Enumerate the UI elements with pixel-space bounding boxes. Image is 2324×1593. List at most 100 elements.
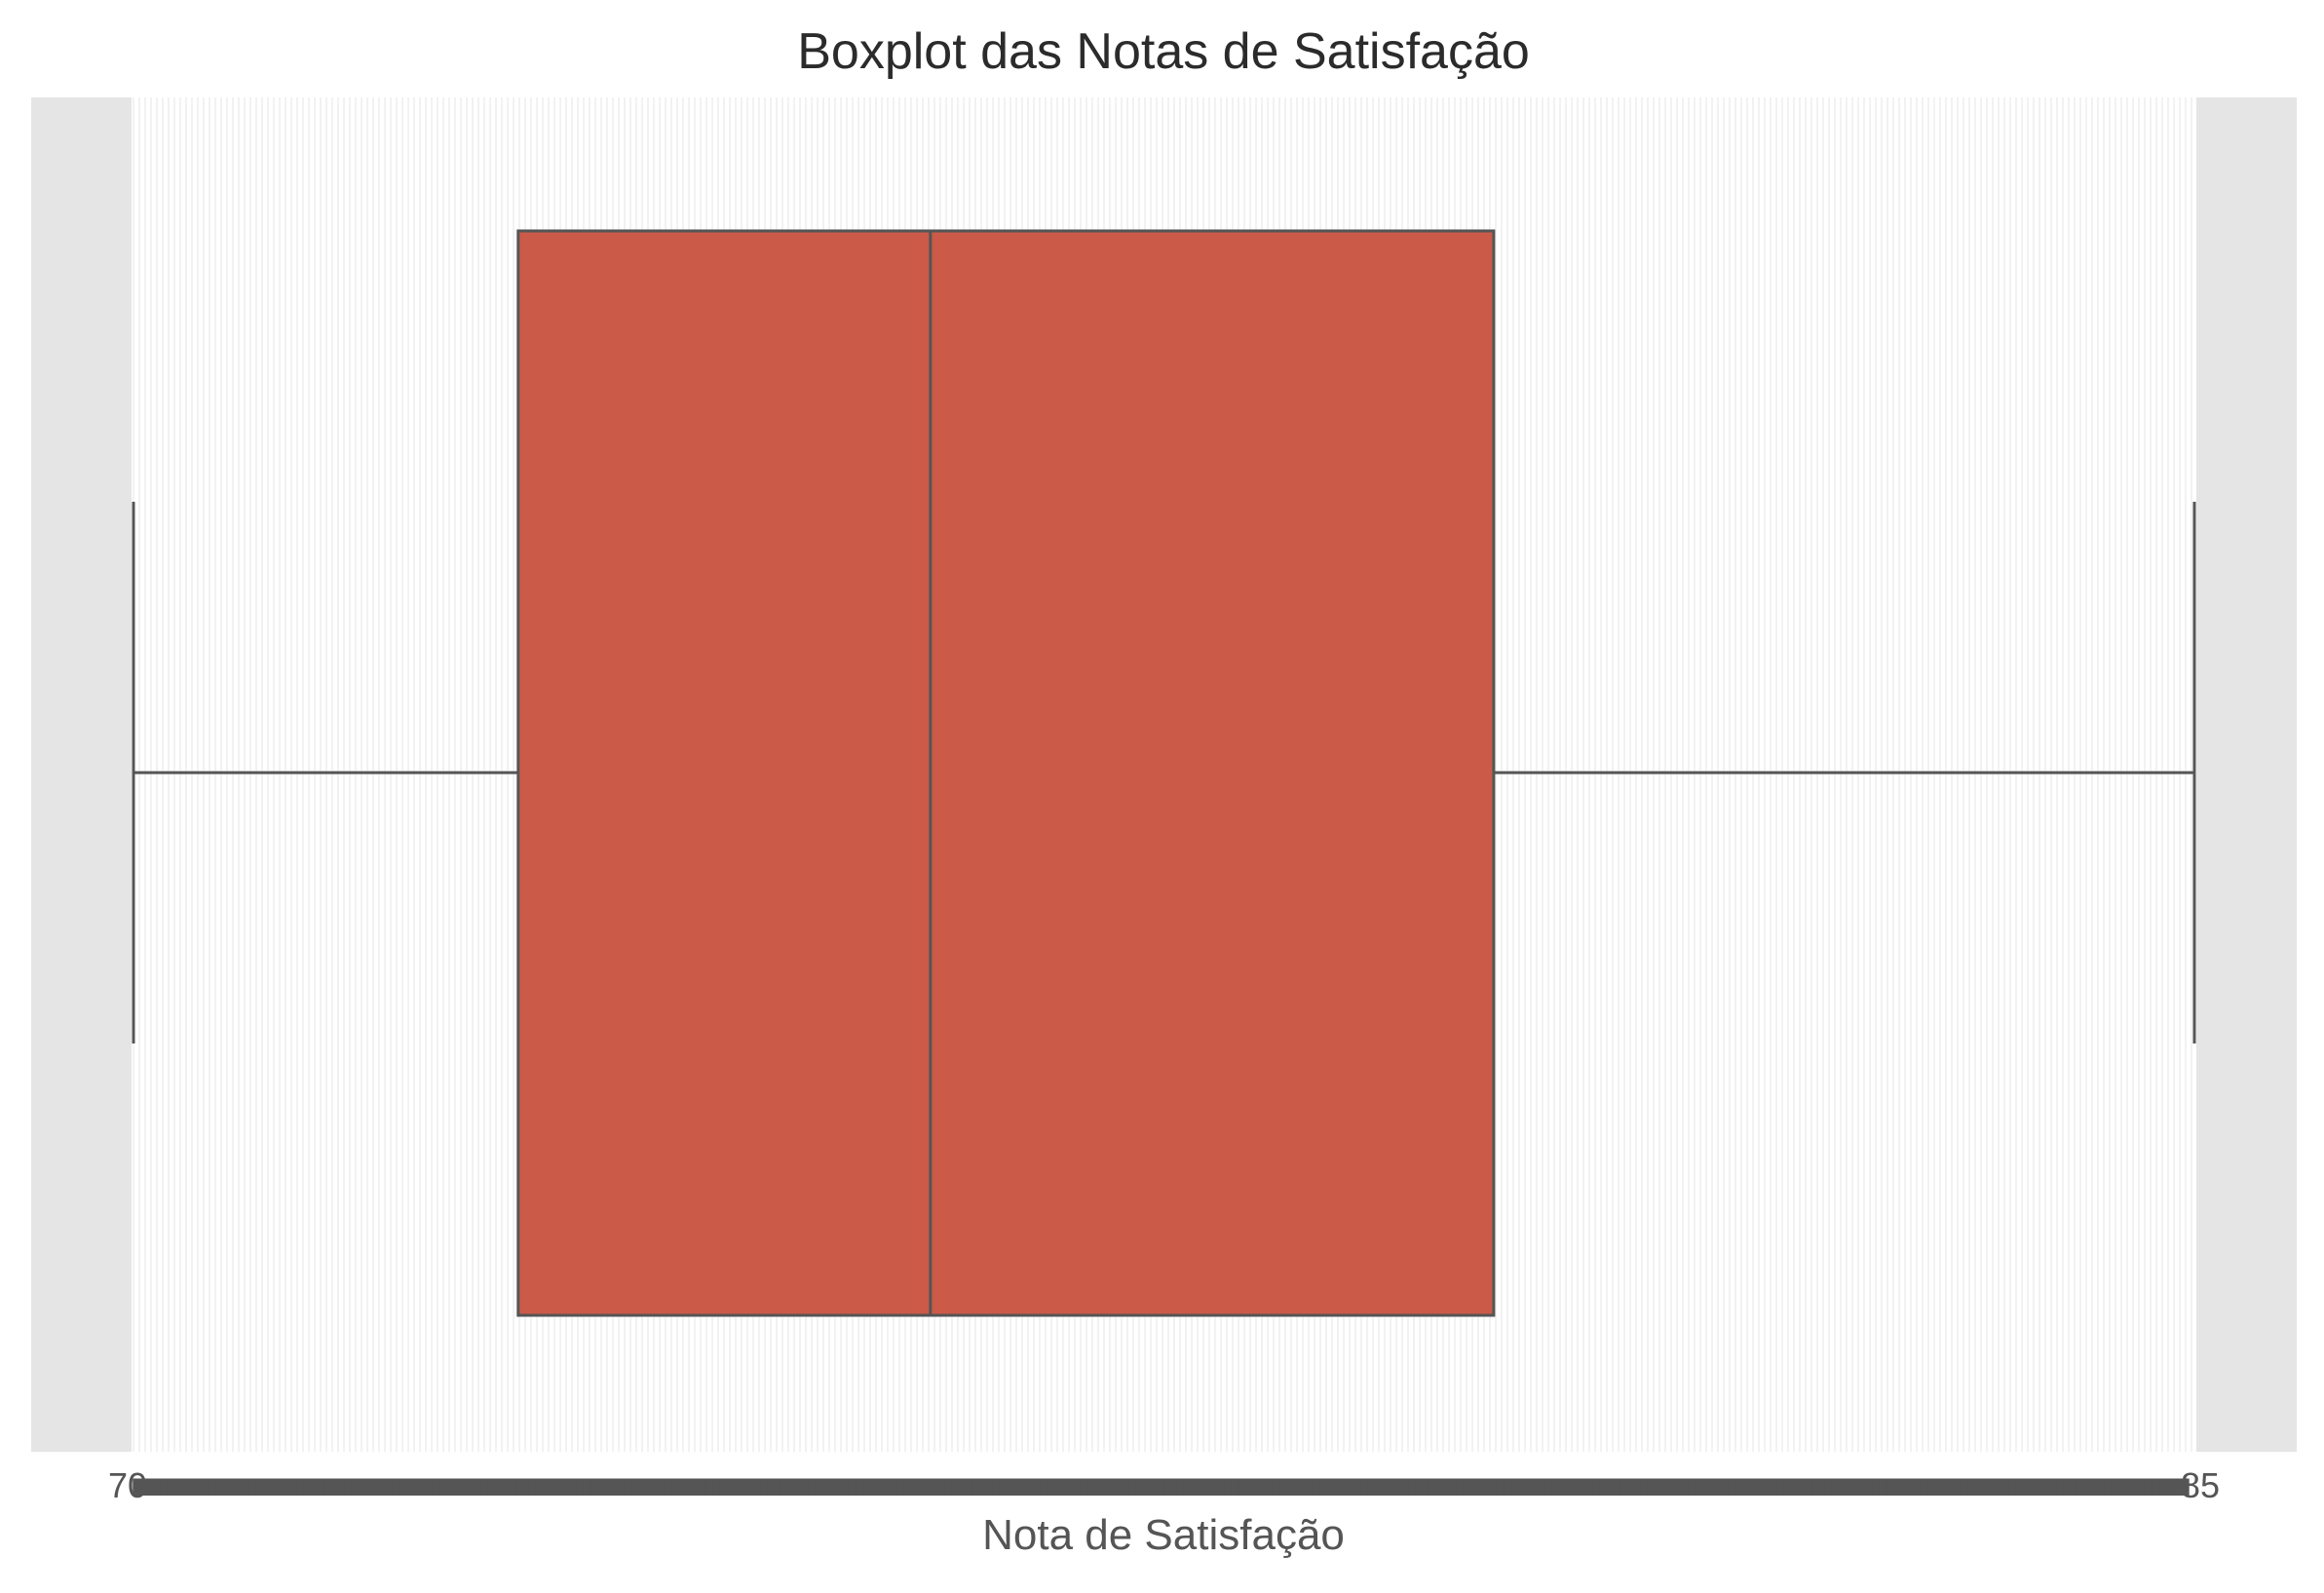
x-tick-label-overlap: ■	[1713, 1465, 1734, 1505]
x-tick-label-overlap: ■	[1208, 1465, 1230, 1505]
x-tick-label-overlap: ■	[1433, 1465, 1455, 1505]
x-tick-label-overlap: ■	[438, 1465, 459, 1505]
x-tick-label-overlap: ■	[833, 1465, 855, 1505]
x-tick-label-overlap: ■	[1038, 1465, 1059, 1505]
x-tick-label-overlap: ■	[1856, 1465, 1878, 1505]
x-tick-label-overlap: ■	[1631, 1465, 1653, 1505]
x-tick-label-overlap: ■	[383, 1465, 404, 1505]
x-tick-label-overlap: ■	[308, 1465, 329, 1505]
x-tick-label-overlap: ■	[874, 1465, 895, 1505]
x-tick-label-overlap: ■	[1897, 1465, 1919, 1505]
x-tick-label-overlap: ■	[1447, 1465, 1468, 1505]
x-tick-label-overlap: ■	[2081, 1465, 2103, 1505]
x-tick-label-overlap: ■	[151, 1465, 172, 1505]
x-tick-label-overlap: ■	[2122, 1465, 2144, 1505]
x-tick-label-overlap: ■	[772, 1465, 793, 1505]
axes-background-left	[31, 97, 132, 1452]
x-tick-label-overlap: ■	[1549, 1465, 1571, 1505]
x-tick-label-overlap: ■	[2102, 1465, 2123, 1505]
x-tick-label-overlap: ■	[1624, 1465, 1646, 1505]
x-tick-label-overlap: ■	[137, 1465, 159, 1505]
x-tick-label-overlap: ■	[942, 1465, 964, 1505]
x-tick-label-overlap: ■	[710, 1465, 732, 1505]
x-tick-label-overlap: ■	[779, 1465, 800, 1505]
x-tick-label-overlap: ■	[1154, 1465, 1175, 1505]
x-tick-label-overlap: ■	[1488, 1465, 1509, 1505]
x-tick-label-overlap: ■	[547, 1465, 568, 1505]
x-tick-label-overlap: ■	[1890, 1465, 1912, 1505]
x-tick-label-overlap: ■	[553, 1465, 575, 1505]
x-tick-label-overlap: ■	[2129, 1465, 2151, 1505]
x-tick-label-overlap: ■	[1113, 1465, 1134, 1505]
x-tick-label-overlap: ■	[2013, 1465, 2035, 1505]
x-tick-label-overlap: ■	[1454, 1465, 1475, 1505]
x-tick-label-overlap: ■	[1884, 1465, 1905, 1505]
x-tick-label-overlap: ■	[362, 1465, 384, 1505]
x-tick-label-overlap: ■	[417, 1465, 438, 1505]
x-tick-label-overlap: ■	[663, 1465, 684, 1505]
x-tick-label-overlap: ■	[881, 1465, 902, 1505]
x-tick-label-overlap: ■	[1195, 1465, 1216, 1505]
x-tick-label-overlap: ■	[1604, 1465, 1625, 1505]
x-tick-label-overlap: ■	[1365, 1465, 1387, 1505]
x-tick-label-overlap: ■	[2075, 1465, 2096, 1505]
x-tick-label-overlap: ■	[513, 1465, 534, 1505]
x-tick-label-overlap: ■	[1133, 1465, 1155, 1505]
x-tick-label-overlap: ■	[267, 1465, 288, 1505]
x-tick-label-overlap: ■	[1201, 1465, 1223, 1505]
x-tick-label-overlap: ■	[1474, 1465, 1496, 1505]
x-tick-label-overlap: ■	[1072, 1465, 1093, 1505]
x-tick-label-overlap: ■	[717, 1465, 739, 1505]
x-tick-label-overlap: ■	[744, 1465, 766, 1505]
x-tick-label-overlap: ■	[1263, 1465, 1284, 1505]
x-tick-label-overlap: ■	[1467, 1465, 1489, 1505]
x-tick-label-overlap: ■	[1938, 1465, 1960, 1505]
x-tick-label-overlap: ■	[206, 1465, 227, 1505]
x-tick-label-overlap: ■	[1242, 1465, 1264, 1505]
x-tick-label-overlap: ■	[1481, 1465, 1503, 1505]
x-tick-label-overlap: ■	[1959, 1465, 1980, 1505]
x-tick-label-overlap: ■	[301, 1465, 323, 1505]
x-tick-label-overlap: ■	[1502, 1465, 1523, 1505]
x-tick-label-overlap: ■	[2170, 1465, 2191, 1505]
x-tick-label-overlap: ■	[356, 1465, 377, 1505]
x-tick-label-overlap: ■	[1849, 1465, 1871, 1505]
x-tick-label-overlap: ■	[895, 1465, 916, 1505]
x-tick-label-overlap: ■	[1140, 1465, 1162, 1505]
x-tick-label-overlap: ■	[1283, 1465, 1305, 1505]
x-tick-label-overlap: ■	[1045, 1465, 1066, 1505]
x-tick-label-overlap: ■	[1529, 1465, 1550, 1505]
x-tick-label-overlap: ■	[738, 1465, 759, 1505]
x-tick-label-overlap: ■	[567, 1465, 589, 1505]
x-tick-label-overlap: ■	[970, 1465, 991, 1505]
axes-background-right	[2196, 97, 2297, 1452]
x-tick-label-overlap: ■	[465, 1465, 486, 1505]
x-tick-label-overlap: ■	[601, 1465, 623, 1505]
x-tick-label-overlap: ■	[847, 1465, 868, 1505]
x-tick-label-overlap: ■	[990, 1465, 1011, 1505]
x-tick-label-overlap: ■	[2068, 1465, 2089, 1505]
x-tick-label-overlap: ■	[956, 1465, 977, 1505]
x-tick-label-overlap: ■	[1324, 1465, 1346, 1505]
x-tick-label-overlap: ■	[144, 1465, 166, 1505]
x-tick-label-overlap: ■	[369, 1465, 391, 1505]
x-tick-label-overlap: ■	[1706, 1465, 1728, 1505]
x-tick-label-overlap: ■	[1543, 1465, 1564, 1505]
x-tick-label-overlap: ■	[1686, 1465, 1707, 1505]
x-tick-label-overlap: ■	[247, 1465, 268, 1505]
x-tick-label-overlap: ■	[499, 1465, 520, 1505]
x-tick-label-overlap: ■	[588, 1465, 609, 1505]
x-tick-label-overlap: ■	[1829, 1465, 1850, 1505]
x-tick-label-overlap: ■	[444, 1465, 466, 1505]
x-tick-label-overlap: ■	[322, 1465, 343, 1505]
x-tick-label-overlap: ■	[840, 1465, 861, 1505]
x-tick-label-overlap: ■	[212, 1465, 234, 1505]
x-tick-label-overlap: ■	[888, 1465, 909, 1505]
x-tick-label-overlap: ■	[1965, 1465, 1987, 1505]
x-tick-label-overlap: ■	[935, 1465, 957, 1505]
x-tick-label-overlap: ■	[1004, 1465, 1025, 1505]
x-tick-label-overlap: ■	[1795, 1465, 1816, 1505]
x-tick-label-overlap: ■	[2109, 1465, 2130, 1505]
x-tick-label-overlap: ■	[431, 1465, 452, 1505]
